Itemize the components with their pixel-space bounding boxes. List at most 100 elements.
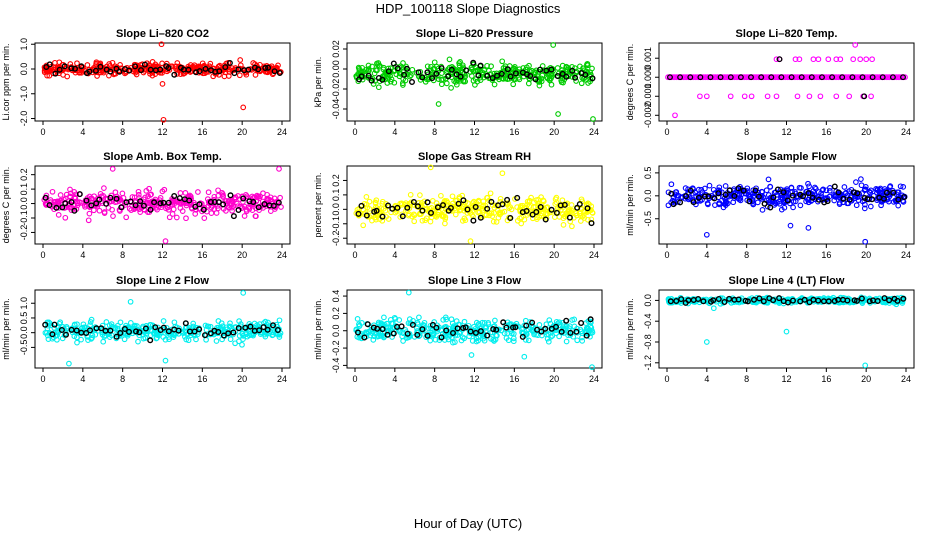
data-point (542, 325, 549, 332)
data-point (472, 76, 479, 82)
data-point (165, 328, 172, 335)
data-point (499, 58, 506, 65)
data-point (404, 330, 411, 337)
y-axis-label: ml/min per min. (625, 298, 635, 360)
x-tick-label: 8 (744, 250, 749, 260)
data-point (538, 328, 545, 335)
y-tick-label: -0.2 (331, 340, 341, 356)
data-point (151, 199, 158, 206)
data-point (398, 71, 404, 77)
data-point (512, 70, 519, 77)
data-point (553, 209, 560, 216)
data-point (374, 205, 380, 211)
data-point (579, 213, 586, 220)
x-tick-label: 4 (392, 374, 397, 384)
data-point (740, 187, 747, 194)
data-point (220, 192, 226, 199)
data-point (385, 328, 391, 335)
x-tick-label: 8 (120, 374, 125, 384)
data-point (695, 194, 702, 201)
y-tick-label: 0.0 (643, 190, 653, 203)
data-point (226, 204, 232, 211)
data-point (492, 336, 499, 343)
data-point (477, 62, 484, 69)
x-tick-label: 24 (277, 374, 287, 384)
data-point (815, 297, 822, 304)
data-point (447, 204, 454, 211)
data-point (773, 93, 780, 100)
y-tick-label: -0.8 (643, 334, 653, 350)
data-point (492, 317, 498, 324)
data-point (861, 186, 868, 193)
data-point (264, 326, 271, 333)
data-point (410, 198, 417, 205)
data-point (448, 85, 454, 91)
data-point (277, 69, 284, 75)
data-point (88, 202, 95, 209)
data-point (507, 204, 514, 210)
data-point (246, 329, 252, 335)
data-point (587, 316, 594, 323)
data-point (439, 212, 446, 219)
data-point (443, 327, 450, 334)
data-point (726, 187, 733, 194)
data-point (68, 199, 75, 206)
panel-5: Slope Gas Stream RH percent per min. 0 4 8 12… (313, 151, 603, 260)
data-point (825, 56, 832, 63)
panel-title: Slope Line 2 Flow (116, 275, 209, 287)
data-point (850, 189, 857, 196)
data-point (449, 64, 455, 70)
data-point (151, 203, 157, 209)
data-point (220, 201, 227, 208)
x-tick-label: 8 (744, 374, 749, 384)
y-tick-label: -1.2 (643, 355, 653, 371)
data-point (563, 317, 570, 324)
data-point (890, 199, 897, 205)
data-point (801, 296, 808, 303)
data-point (356, 323, 363, 329)
data-point (470, 59, 477, 66)
data-point (264, 191, 270, 198)
data-point (140, 202, 147, 209)
data-point (424, 332, 431, 339)
data-point (869, 196, 876, 203)
data-point (472, 203, 479, 210)
data-point (862, 238, 869, 245)
data-point (469, 338, 476, 344)
data-point (262, 318, 269, 325)
data-point (463, 67, 470, 74)
y-tick-label: -0.001 (643, 84, 653, 110)
data-point (123, 214, 130, 221)
data-point (157, 200, 164, 207)
data-point (525, 337, 532, 344)
data-point (794, 93, 801, 100)
data-point (250, 195, 256, 202)
data-point (183, 336, 190, 343)
data-point (431, 319, 438, 325)
data-points (42, 290, 284, 367)
data-point (100, 338, 107, 345)
data-point (376, 62, 383, 69)
data-point (106, 334, 113, 340)
data-point (587, 333, 593, 340)
y-axis-label: kPa per min. (313, 57, 323, 108)
data-point (404, 65, 411, 72)
x-tick-label: 20 (861, 374, 871, 384)
data-point (667, 74, 673, 81)
data-point (514, 194, 521, 201)
data-point (116, 68, 123, 75)
data-point (236, 72, 243, 79)
data-point (373, 207, 380, 214)
data-point (163, 205, 169, 212)
y-tick-label: -1.0 (19, 86, 29, 102)
data-point (778, 74, 785, 81)
data-point (548, 206, 555, 213)
data-point (71, 207, 78, 214)
data-point (191, 328, 198, 335)
data-point (815, 189, 822, 195)
data-point (710, 305, 717, 312)
data-point (260, 324, 267, 331)
data-point (526, 62, 532, 69)
data-point (118, 204, 125, 211)
data-point (902, 74, 908, 81)
